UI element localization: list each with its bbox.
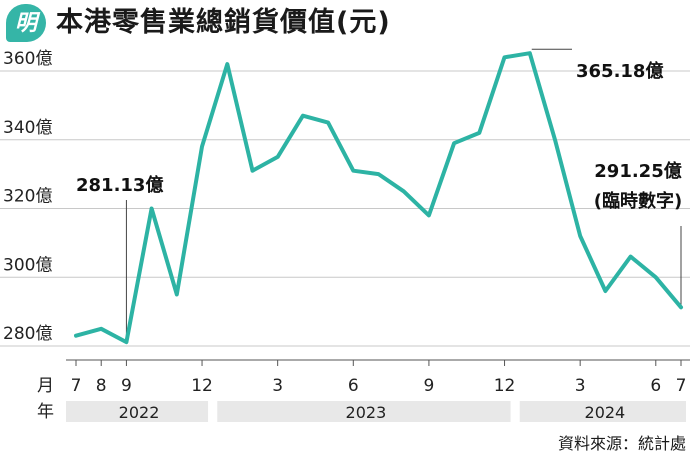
y-tick-label: 280億	[3, 324, 52, 344]
annotation-label: 365.18億	[576, 60, 663, 82]
chart-title: 本港零售業總銷貨價值(元)	[56, 7, 391, 38]
year-band	[217, 401, 511, 422]
y-tick-label: 320億	[3, 187, 52, 207]
y-tick-label: 300億	[3, 255, 52, 275]
annotation-label: 281.13億	[76, 174, 163, 196]
x-tick-label: 12	[191, 376, 213, 396]
annotation-label: (臨時數字)	[594, 190, 682, 212]
newspaper-logo: 明	[6, 4, 46, 42]
x-tick-label: 7	[71, 376, 82, 396]
x-tick-label: 9	[121, 376, 132, 396]
x-tick-label: 6	[348, 376, 359, 396]
x-tick-label: 9	[424, 376, 435, 396]
year-band	[519, 401, 686, 422]
x-tick-label: 12	[494, 376, 516, 396]
annotation-label: 291.25億	[594, 160, 681, 182]
y-tick-label: 340億	[3, 118, 52, 138]
year-label: 2024	[585, 403, 626, 422]
logo-text: 明	[14, 10, 37, 36]
x-tick-label: 7	[676, 376, 687, 396]
year-label: 2022	[119, 403, 160, 422]
title-bar: 明 本港零售業總銷貨價值(元)	[0, 0, 696, 50]
x-tick-label: 6	[650, 376, 661, 396]
x-tick-label: 3	[575, 376, 586, 396]
x-tick-label: 3	[272, 376, 283, 396]
year-label: 2023	[346, 403, 387, 422]
x-axis-month-label: 月	[37, 376, 54, 396]
source-note: 資料來源：統計處	[557, 434, 686, 453]
series-line	[74, 51, 683, 345]
year-band	[66, 401, 209, 422]
x-axis-year-label: 年	[37, 402, 54, 422]
y-tick-label: 360億	[3, 49, 52, 69]
x-tick-label: 8	[96, 376, 107, 396]
